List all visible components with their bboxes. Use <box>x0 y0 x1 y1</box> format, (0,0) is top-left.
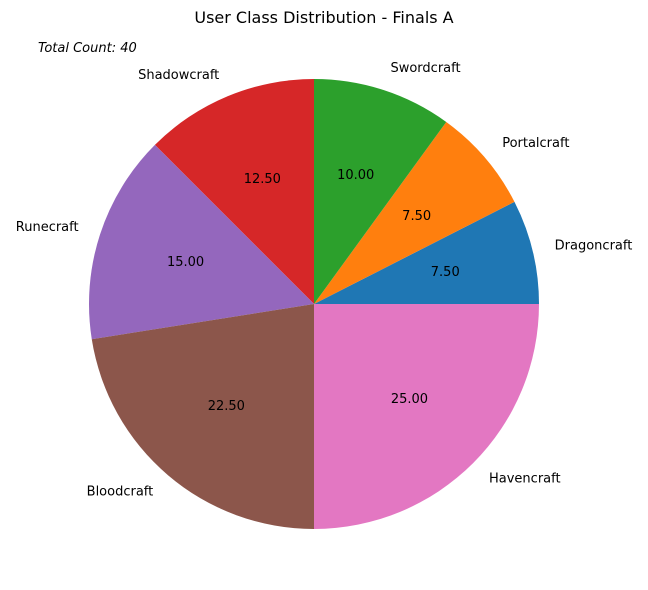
category-label-bloodcraft: Bloodcraft <box>87 485 154 500</box>
category-label-portalcraft: Portalcraft <box>502 136 569 151</box>
category-label-havencraft: Havencraft <box>489 472 561 487</box>
chart-title: User Class Distribution - Finals A <box>194 8 454 27</box>
slice-portalcraft <box>314 121 515 304</box>
percent-label-portalcraft: 7.50 <box>402 209 431 224</box>
category-label-swordcraft: Swordcraft <box>390 61 460 76</box>
category-label-shadowcraft: Shadowcraft <box>138 68 219 83</box>
slice-dragoncraft <box>314 201 539 304</box>
percent-label-shadowcraft: 12.50 <box>244 172 281 187</box>
percent-label-runecraft: 15.00 <box>167 255 204 270</box>
percent-label-bloodcraft: 22.50 <box>208 399 245 414</box>
total-count-annotation: Total Count: 40 <box>38 41 137 56</box>
slice-runecraft <box>89 144 315 340</box>
category-label-runecraft: Runecraft <box>16 220 79 235</box>
slice-havencraft <box>314 304 539 529</box>
slice-shadowcraft <box>154 79 314 304</box>
slice-bloodcraft <box>91 304 314 529</box>
percent-label-swordcraft: 10.00 <box>337 168 374 183</box>
slice-swordcraft <box>314 79 447 304</box>
percent-label-dragoncraft: 7.50 <box>431 265 460 280</box>
percent-label-havencraft: 25.00 <box>391 392 428 407</box>
category-label-dragoncraft: Dragoncraft <box>555 239 633 254</box>
